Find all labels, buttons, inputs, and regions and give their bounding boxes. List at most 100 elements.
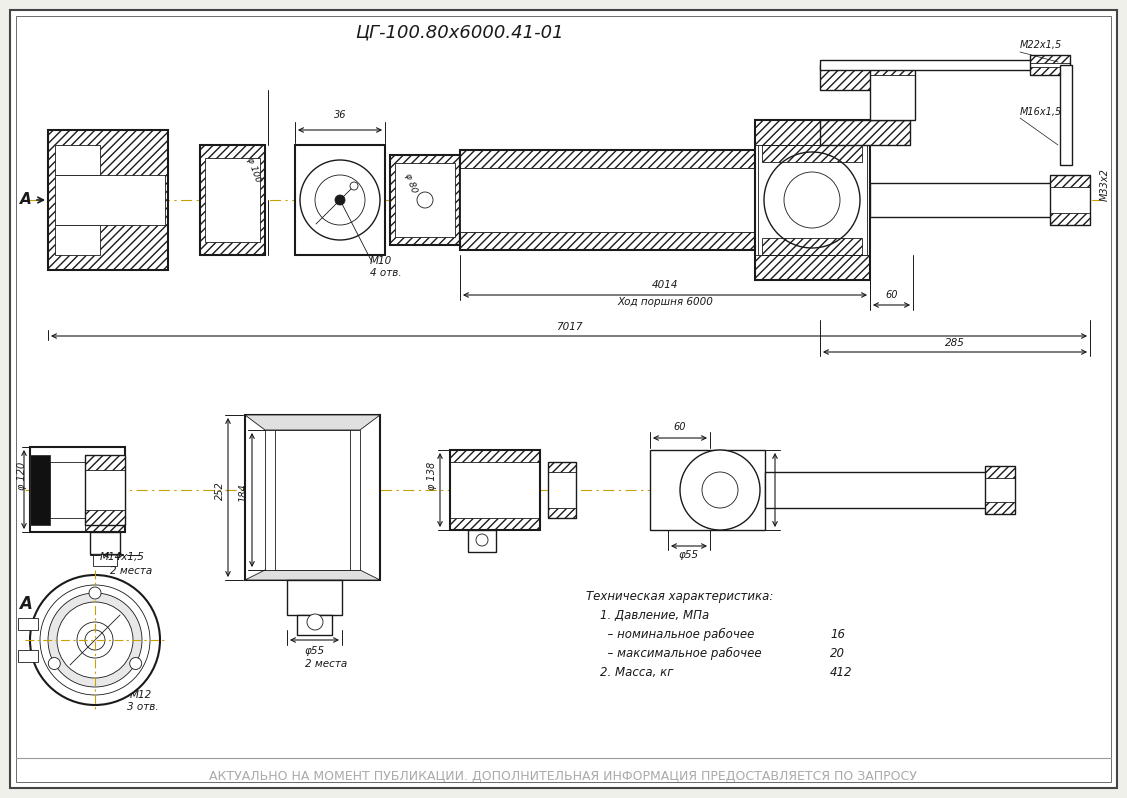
Bar <box>548 508 576 518</box>
Circle shape <box>130 658 142 670</box>
Bar <box>820 60 1061 70</box>
Bar <box>460 150 755 168</box>
Text: 4 отв.: 4 отв. <box>370 268 401 278</box>
Bar <box>870 183 1055 217</box>
Text: 7017: 7017 <box>556 322 583 332</box>
Circle shape <box>57 602 133 678</box>
Circle shape <box>77 622 113 658</box>
Bar <box>295 145 385 255</box>
Bar <box>55 225 100 255</box>
Text: 252: 252 <box>215 481 225 500</box>
Bar <box>94 554 117 566</box>
Bar <box>298 615 332 635</box>
Bar <box>820 65 909 90</box>
Bar <box>1061 65 1072 165</box>
Bar <box>30 447 125 532</box>
Bar <box>394 163 455 237</box>
Bar <box>650 450 765 530</box>
Text: М14х1,5: М14х1,5 <box>100 552 145 562</box>
Bar <box>460 150 755 250</box>
Text: 16: 16 <box>829 628 845 641</box>
Circle shape <box>417 192 433 208</box>
Bar <box>870 65 915 75</box>
Circle shape <box>48 658 61 670</box>
Polygon shape <box>245 570 380 580</box>
Bar <box>30 455 50 525</box>
Text: 3 отв.: 3 отв. <box>127 702 159 712</box>
Circle shape <box>85 630 105 650</box>
Bar <box>85 455 125 470</box>
Text: φ55: φ55 <box>678 550 699 560</box>
Text: 20: 20 <box>829 647 845 660</box>
Circle shape <box>307 614 323 630</box>
Bar <box>205 158 260 242</box>
Bar <box>18 618 38 630</box>
Bar <box>755 255 870 280</box>
Bar <box>460 168 755 232</box>
Text: Техническая характеристика:: Техническая характеристика: <box>586 590 774 603</box>
Bar <box>287 580 341 615</box>
Bar <box>450 518 540 530</box>
Circle shape <box>680 450 760 530</box>
Bar <box>199 145 265 255</box>
Circle shape <box>48 593 142 687</box>
Text: 2 места: 2 места <box>110 566 152 576</box>
Circle shape <box>300 160 380 240</box>
Bar <box>199 145 265 255</box>
Bar <box>48 130 168 270</box>
Text: φ 138: φ 138 <box>427 462 437 490</box>
Circle shape <box>316 175 365 225</box>
Text: – максимальное рабочее: – максимальное рабочее <box>600 647 762 660</box>
Bar <box>758 145 867 255</box>
Polygon shape <box>245 415 380 430</box>
Circle shape <box>784 172 840 228</box>
Text: М16х1,5: М16х1,5 <box>1020 107 1063 117</box>
Bar <box>820 65 909 90</box>
Text: φ55: φ55 <box>305 646 325 656</box>
Bar <box>55 175 165 225</box>
Text: 184: 184 <box>239 484 249 502</box>
Text: А: А <box>20 192 32 207</box>
Circle shape <box>30 575 160 705</box>
Text: φ100: φ100 <box>107 589 134 599</box>
Text: 50: 50 <box>777 480 787 492</box>
Bar <box>390 155 460 245</box>
Bar <box>55 145 100 175</box>
Text: 4014: 4014 <box>651 280 678 290</box>
Bar <box>390 155 460 245</box>
Text: φ 100: φ 100 <box>245 156 263 184</box>
Circle shape <box>39 585 150 695</box>
Bar <box>85 510 125 532</box>
Bar <box>985 466 1015 514</box>
Text: ЦГ-100.80х6000.41-01: ЦГ-100.80х6000.41-01 <box>356 23 565 41</box>
Bar <box>450 450 540 530</box>
Bar <box>460 232 755 250</box>
Bar <box>820 120 909 145</box>
Bar <box>820 120 909 145</box>
Bar <box>1030 55 1070 63</box>
Text: М33х2: М33х2 <box>1100 168 1110 201</box>
Circle shape <box>89 587 101 599</box>
Bar <box>468 530 496 552</box>
Bar <box>1030 55 1070 75</box>
Bar <box>985 502 1015 514</box>
Text: 1. Давление, МПа: 1. Давление, МПа <box>600 609 709 622</box>
Bar <box>1050 213 1090 225</box>
Bar <box>245 415 380 580</box>
Bar <box>1050 175 1090 225</box>
Text: 60: 60 <box>886 290 898 300</box>
Bar <box>765 472 995 508</box>
Bar <box>870 65 915 120</box>
Text: АКТУАЛЬНО НА МОМЕНТ ПУБЛИКАЦИИ. ДОПОЛНИТЕЛЬНАЯ ИНФОРМАЦИЯ ПРЕДОСТАВЛЯЕТСЯ ПО ЗАП: АКТУАЛЬНО НА МОМЕНТ ПУБЛИКАЦИИ. ДОПОЛНИТ… <box>210 769 917 783</box>
Text: М10: М10 <box>370 256 392 266</box>
Circle shape <box>764 152 860 248</box>
Circle shape <box>350 182 358 190</box>
Circle shape <box>335 195 345 205</box>
Bar <box>90 532 119 554</box>
Bar <box>50 462 90 518</box>
Text: φ 120: φ 120 <box>17 462 27 490</box>
Bar <box>755 120 870 145</box>
Bar <box>48 130 168 270</box>
Text: М12: М12 <box>130 690 152 700</box>
Bar <box>1050 175 1090 187</box>
